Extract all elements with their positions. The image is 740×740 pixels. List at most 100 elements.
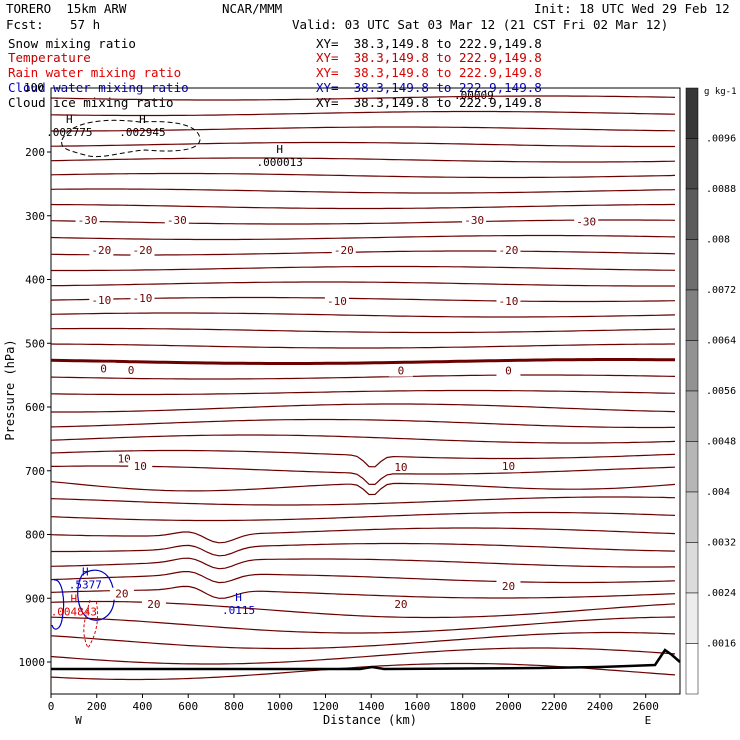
- axes: 0 200 400 600 800 1000 1200 1400 1600 1800 2000 220…: [3, 146, 659, 727]
- isotherm-line: [50, 496, 676, 506]
- field-xy-rain: XY= 38.3,149.8 to 222.9,149.8: [316, 65, 542, 80]
- colorbar-tick-label: .0064: [706, 336, 736, 347]
- isotherm-line: [50, 631, 676, 650]
- isotherm-line: [50, 95, 676, 101]
- x-tick-label: 2600: [632, 700, 659, 713]
- temperature-label: -20: [334, 244, 354, 257]
- valid-time: Valid: 03 UTC Sat 03 Mar 12 (21 CST Fri …: [292, 17, 669, 32]
- colorbar-segment: [685, 138, 699, 190]
- isotherm-line: [50, 481, 676, 496]
- colorbar-tick-label: .0056: [706, 386, 736, 397]
- y-tick-label: 400: [25, 274, 45, 287]
- colorbar-tick-label: .0024: [706, 588, 736, 599]
- isotherm-line: [50, 234, 676, 241]
- temperature-label: -10: [327, 295, 347, 308]
- y-tick-label: 800: [25, 529, 45, 542]
- temperature-label: -30: [464, 214, 484, 227]
- fcst-label: Fcst:: [6, 17, 44, 32]
- isotherm-line: [50, 527, 676, 544]
- field-name-temperature: Temperature: [8, 50, 91, 65]
- label-bg: [388, 597, 413, 610]
- isotherm-line: [50, 219, 676, 225]
- colorbar-segment: [685, 188, 699, 240]
- rain-contour: [83, 599, 99, 650]
- colorbar-tick-label: .0016: [706, 639, 736, 650]
- fcst-value: 57 h: [70, 17, 101, 32]
- label-bg: [388, 460, 413, 473]
- maximum-value: .0115: [222, 604, 255, 617]
- temperature-label: 0: [505, 365, 512, 378]
- snow-contour: [61, 119, 201, 158]
- isotherm-line: [50, 358, 675, 365]
- colorbar-segment: [685, 289, 699, 341]
- mixing-ratio-contours: [51, 119, 201, 650]
- label-bg: [119, 363, 144, 376]
- isotherm-line: [50, 434, 676, 444]
- maximum-marker: H: [235, 591, 242, 604]
- temperature-label: 10: [118, 453, 131, 466]
- field-xy-temperature: XY= 38.3,149.8 to 222.9,149.8: [316, 50, 542, 65]
- plot-border: [50, 87, 681, 695]
- temperature-label: 20: [502, 580, 515, 593]
- y-tick-label: 500: [25, 337, 45, 350]
- label-bg: [130, 244, 155, 257]
- x-tick-label: 1400: [358, 700, 385, 713]
- colorbar-tick-label: .004: [706, 487, 730, 498]
- x-end-label-right: E: [645, 714, 652, 727]
- maximum-value: .002945: [119, 126, 165, 139]
- temperature-label: -30: [576, 215, 596, 228]
- colorbar-segment: [685, 87, 699, 139]
- overlap-label-100: 100: [24, 81, 44, 94]
- x-tick-label: 1600: [404, 700, 431, 713]
- colorbar-segment: [685, 239, 699, 291]
- label-bg: [496, 244, 521, 257]
- temperature-label: -30: [167, 214, 187, 227]
- y-tick-label: 900: [25, 592, 45, 605]
- isotherm-line: [50, 172, 676, 179]
- colorbar-tick-label: .0048: [706, 437, 736, 448]
- temperature-label: -10: [133, 292, 153, 305]
- x-tick-label: 2000: [495, 700, 522, 713]
- colorbar-segment: [685, 491, 699, 543]
- temperature-label: 10: [134, 460, 147, 473]
- terrain-line: [51, 648, 681, 671]
- isotherm-line: [51, 403, 676, 413]
- label-bg: [89, 293, 114, 306]
- label-bg: [496, 580, 521, 593]
- label-bg: [89, 244, 114, 257]
- isotherm-line: [50, 511, 676, 522]
- label-bg: [496, 364, 521, 377]
- label-bg: [462, 214, 487, 227]
- y-tick-label: 700: [25, 465, 45, 478]
- isotherm-line: [50, 647, 676, 665]
- temperature-label: 10: [502, 460, 515, 473]
- x-tick-label: 2200: [541, 700, 568, 713]
- center-label: NCAR/MMM: [222, 1, 283, 16]
- isotherm-line: [50, 585, 676, 599]
- temperature-label: 0: [128, 364, 135, 377]
- maximum-marker: H: [139, 113, 146, 126]
- isotherm-line: [50, 250, 676, 256]
- isotherm-line: [50, 281, 675, 287]
- temperature-label: -10: [499, 295, 519, 308]
- cloud-water-contour: [51, 579, 65, 630]
- temperature-label: 20: [147, 598, 160, 611]
- isotherm-line: [50, 203, 675, 210]
- colorbar-segment: [685, 592, 699, 644]
- colorbar-segment: [685, 542, 699, 594]
- field-name-cloud-water: Cloud water mixing ratio: [8, 80, 189, 95]
- colorbar-segment: [685, 441, 699, 493]
- isotherm-line: [50, 374, 676, 380]
- temperature-label: 10: [394, 461, 407, 474]
- maximum-value: .002775: [46, 126, 92, 139]
- init-time: Init: 18 UTC Wed 29 Feb 12: [534, 1, 730, 16]
- isotherm-line: [50, 110, 676, 117]
- x-tick-label: 600: [178, 700, 198, 713]
- x-tick-label: 800: [224, 700, 244, 713]
- overlap-label-00009: .00009: [454, 89, 494, 102]
- label-bg: [574, 215, 599, 228]
- colorbar-segment: [685, 390, 699, 442]
- isotherm-line: [50, 449, 676, 468]
- isotherm-line: [51, 126, 676, 132]
